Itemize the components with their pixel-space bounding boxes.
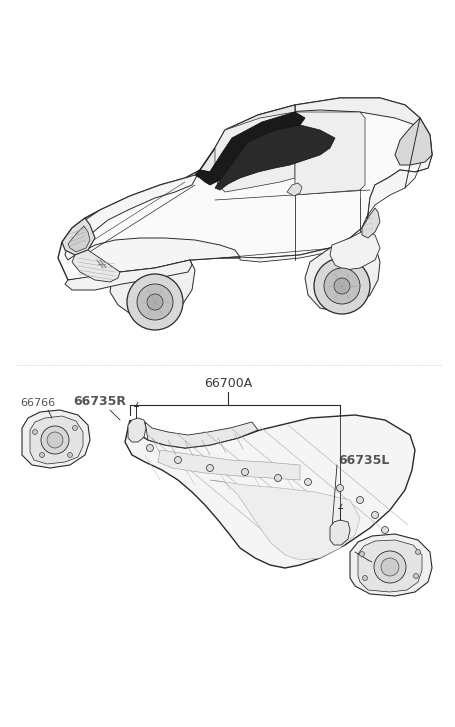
Text: 66756: 66756 xyxy=(364,550,399,560)
Circle shape xyxy=(32,430,37,435)
Polygon shape xyxy=(68,226,90,252)
Circle shape xyxy=(313,258,369,314)
Circle shape xyxy=(373,551,405,583)
Circle shape xyxy=(47,432,63,448)
Circle shape xyxy=(380,558,398,576)
Text: 66735R: 66735R xyxy=(73,395,126,408)
Circle shape xyxy=(413,574,418,579)
Circle shape xyxy=(359,552,364,556)
Circle shape xyxy=(41,426,69,454)
Polygon shape xyxy=(258,98,419,125)
Polygon shape xyxy=(349,534,431,596)
Circle shape xyxy=(274,475,281,481)
Circle shape xyxy=(127,274,182,330)
Polygon shape xyxy=(214,125,334,190)
Circle shape xyxy=(67,452,72,457)
Circle shape xyxy=(415,550,420,555)
Polygon shape xyxy=(22,410,90,468)
Polygon shape xyxy=(357,540,421,592)
Circle shape xyxy=(40,452,45,457)
Circle shape xyxy=(174,457,181,464)
Circle shape xyxy=(136,284,172,320)
Polygon shape xyxy=(200,105,294,172)
Circle shape xyxy=(72,425,77,430)
Circle shape xyxy=(146,444,153,451)
Polygon shape xyxy=(65,260,192,290)
Circle shape xyxy=(206,465,213,472)
Polygon shape xyxy=(294,112,364,195)
Polygon shape xyxy=(329,230,379,270)
Polygon shape xyxy=(62,218,95,255)
Polygon shape xyxy=(30,416,83,464)
Polygon shape xyxy=(286,183,301,196)
Circle shape xyxy=(381,526,388,534)
Polygon shape xyxy=(65,170,239,272)
Circle shape xyxy=(336,484,343,491)
Polygon shape xyxy=(72,250,120,282)
Circle shape xyxy=(371,512,378,518)
Circle shape xyxy=(147,294,162,310)
Polygon shape xyxy=(394,118,431,165)
Polygon shape xyxy=(128,418,146,442)
Polygon shape xyxy=(329,520,349,545)
Polygon shape xyxy=(214,112,294,192)
Text: 66766: 66766 xyxy=(20,398,56,408)
Circle shape xyxy=(362,576,367,580)
Polygon shape xyxy=(58,98,431,280)
Circle shape xyxy=(304,478,311,486)
Polygon shape xyxy=(210,480,359,560)
Polygon shape xyxy=(157,450,299,480)
Polygon shape xyxy=(110,260,195,318)
Circle shape xyxy=(333,278,349,294)
Circle shape xyxy=(356,497,363,504)
Polygon shape xyxy=(125,415,414,568)
Polygon shape xyxy=(304,238,379,312)
Text: 66735L: 66735L xyxy=(337,454,389,467)
Polygon shape xyxy=(145,422,258,448)
Circle shape xyxy=(241,468,248,475)
Text: 66700A: 66700A xyxy=(203,377,252,390)
Circle shape xyxy=(324,268,359,304)
Polygon shape xyxy=(239,135,431,262)
Polygon shape xyxy=(195,112,304,185)
Polygon shape xyxy=(361,208,379,238)
